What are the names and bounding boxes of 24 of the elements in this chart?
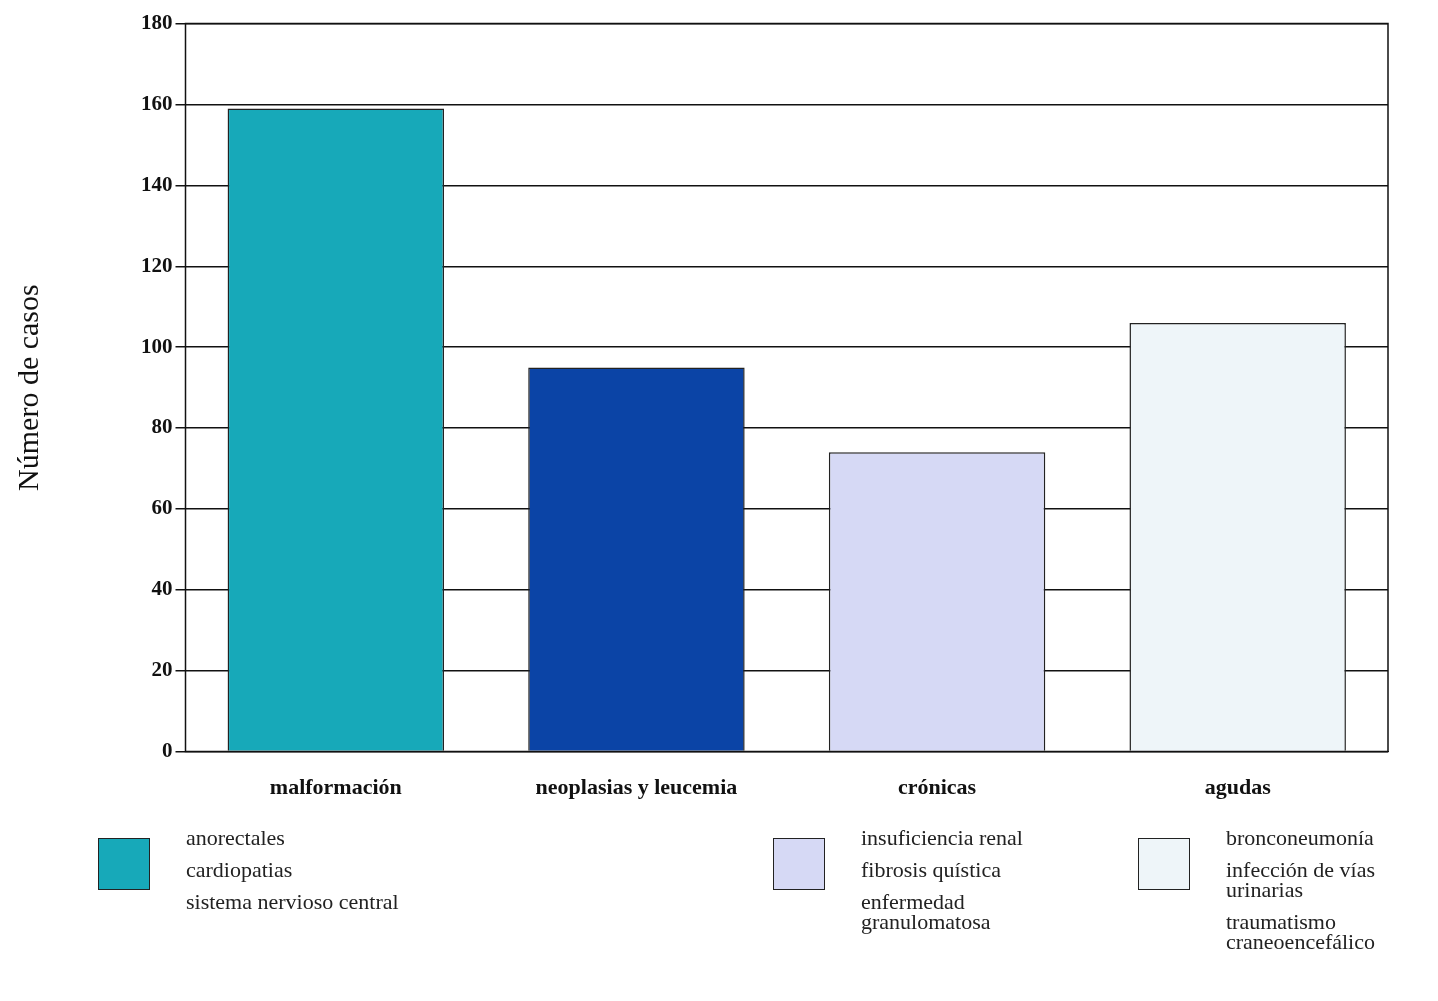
y-axis-title: Número de casos	[10, 284, 44, 491]
y-tick-label: 80	[151, 414, 173, 439]
text: infección de vías urinarias	[1226, 857, 1376, 902]
y-tick-label: 140	[141, 171, 173, 196]
y-tick-label: 60	[151, 495, 173, 520]
text: insuficiencia renal	[861, 825, 1023, 850]
text: enfermedad granulomatosa	[861, 889, 992, 934]
y-tick-label: 20	[151, 657, 173, 682]
y-tick-label: 0	[162, 738, 173, 763]
text: anorectales	[186, 825, 286, 850]
y-tick-label: 100	[141, 333, 173, 358]
y-tick-label: 40	[151, 576, 173, 601]
x-tick-label: crónicas	[897, 774, 977, 800]
x-tick-label: neoplasias y leucemia	[535, 774, 738, 800]
x-tick-label: agudas	[1204, 774, 1272, 800]
text: fibrosis quística	[861, 857, 1002, 882]
y-tick-label: 120	[141, 252, 173, 277]
x-tick-label: malformación	[269, 774, 402, 800]
text: cardiopatias	[186, 857, 294, 882]
y-tick-label: 180	[141, 10, 173, 35]
text: bronconeumonía	[1226, 825, 1375, 850]
y-tick-label: 160	[141, 90, 173, 115]
text: sistema nervioso central	[186, 889, 399, 914]
text: traumatismo craneoencefálico	[1226, 909, 1376, 954]
